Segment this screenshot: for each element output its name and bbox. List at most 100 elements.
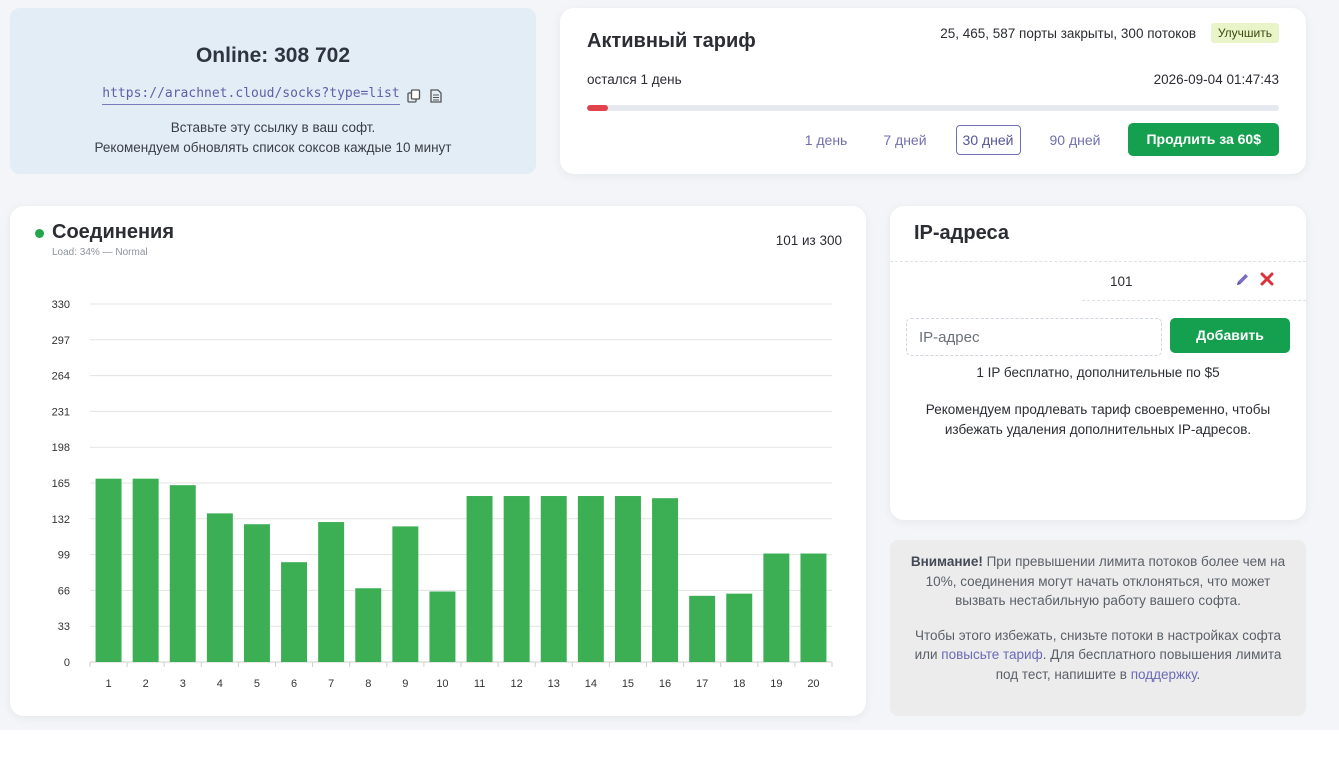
x-tick-label: 18: [733, 678, 745, 690]
warning-text-2-mid: . Для бесплатного повышения лимита под т…: [995, 647, 1282, 682]
online-card: Online: 308 702 https://arachnet.cloud/s…: [10, 8, 536, 174]
chart-bar[interactable]: [689, 595, 716, 662]
ip-address-input[interactable]: [906, 318, 1162, 356]
ip-list-divider: [890, 261, 1306, 262]
warning-text-2-pre: Чтобы этого избежать, снизьте потоки в н…: [914, 627, 1282, 663]
online-count-title: Online: 308 702: [195, 44, 351, 67]
y-tick-label: 165: [52, 478, 70, 490]
connections-load-subtitle: Load: 34% — Normal: [52, 247, 148, 258]
x-tick-label: 3: [180, 678, 186, 690]
period-option-7-days[interactable]: 7 дней: [883, 131, 927, 148]
thread-limit-warning: Внимание! При превышении лимита потоков …: [890, 540, 1306, 716]
connections-count: 101 из 300: [775, 233, 842, 248]
x-tick-label: 7: [328, 678, 334, 690]
x-tick-label: 19: [770, 678, 782, 690]
y-tick-label: 0: [64, 657, 70, 669]
connections-card: Соединения Load: 34% — Normal 101 из 300…: [10, 206, 866, 716]
tariff-progress-fill: [587, 105, 608, 111]
chart-bar[interactable]: [763, 553, 790, 662]
y-tick-label: 66: [58, 585, 70, 597]
x-tick-label: 1: [105, 678, 111, 690]
y-tick-label: 330: [52, 299, 70, 311]
x-tick-label: 5: [254, 678, 260, 690]
ip-list-item-value: 101: [1110, 274, 1133, 289]
document-icon[interactable]: [428, 88, 444, 104]
x-tick-label: 16: [659, 678, 671, 690]
x-tick-label: 2: [143, 678, 149, 690]
warning-text-2-post: .: [1196, 666, 1201, 682]
x-tick-label: 14: [585, 678, 597, 690]
period-option-30-days[interactable]: 30 дней: [955, 124, 1021, 155]
x-tick-label: 13: [548, 678, 560, 690]
x-tick-label: 11: [474, 678, 485, 690]
x-tick-label: 8: [365, 678, 371, 690]
chart-bar[interactable]: [466, 496, 493, 662]
extend-tariff-button[interactable]: Продлить за 60$: [1128, 123, 1279, 156]
ip-pricing-note: 1 IP бесплатно, дополнительные по $5: [976, 365, 1220, 380]
chart-bar[interactable]: [206, 513, 233, 662]
y-tick-label: 99: [58, 550, 70, 562]
add-ip-button[interactable]: Добавить: [1170, 318, 1290, 353]
warning-paragraph-1: Внимание! При превышении лимита потоков …: [908, 552, 1288, 611]
x-tick-label: 12: [511, 678, 523, 690]
warning-label: Внимание!: [910, 554, 983, 569]
ip-renewal-recommendation: Рекомендуем продлевать тариф своевременн…: [925, 402, 1271, 437]
tariff-remaining: остался 1 день: [587, 72, 682, 87]
chart-bar[interactable]: [95, 478, 122, 662]
y-tick-label: 264: [52, 371, 70, 383]
tariff-card: Активный тариф 25, 465, 587 порты закрыт…: [560, 8, 1306, 174]
chart-bar[interactable]: [503, 496, 530, 662]
tariff-progress-bar: [587, 105, 1279, 111]
chart-bar[interactable]: [243, 524, 270, 662]
chart-bar[interactable]: [392, 526, 419, 662]
chart-bar[interactable]: [132, 478, 159, 662]
chart-bar[interactable]: [540, 496, 567, 662]
status-dot-icon: [35, 229, 44, 238]
chart-bar[interactable]: [652, 498, 679, 662]
x-tick-label: 9: [402, 678, 408, 690]
x-tick-label: 17: [696, 678, 708, 690]
socks-link-row: https://arachnet.cloud/socks?type=list: [10, 86, 536, 105]
online-hint: Вставьте эту ссылку в ваш софт. Рекоменд…: [10, 118, 536, 158]
x-tick-label: 20: [807, 678, 819, 690]
copy-icon[interactable]: [406, 88, 422, 104]
ip-addresses-title: IP-адреса: [914, 222, 1009, 244]
chart-bar[interactable]: [726, 593, 753, 662]
ip-addresses-card: IP-адреса 101 Добавить 1 IP бесплатно, д…: [890, 206, 1306, 520]
upgrade-tariff-link[interactable]: повысьте тариф: [941, 647, 1043, 662]
online-hint-line2: Рекомендуем обновлять список соксов кажд…: [94, 140, 452, 155]
y-tick-label: 231: [52, 406, 70, 418]
tariff-expiry-date: 2026-09-04 01:47:43: [1153, 72, 1279, 87]
connections-title: Соединения: [52, 221, 175, 243]
period-selector: 1 день 7 дней 30 дней 90 дней Продлить з…: [787, 123, 1279, 156]
tariff-ports-info: 25, 465, 587 порты закрыты, 300 потоков: [940, 26, 1196, 41]
period-option-1-day[interactable]: 1 день: [804, 131, 848, 148]
socks-list-link[interactable]: https://arachnet.cloud/socks?type=list: [102, 86, 400, 105]
chart-bar[interactable]: [577, 496, 604, 662]
tariff-title: Активный тариф: [587, 30, 756, 52]
period-option-90-days[interactable]: 90 дней: [1049, 131, 1101, 148]
warning-text-1: При превышении лимита потоков более чем …: [925, 554, 1286, 608]
upgrade-button[interactable]: Улучшить: [1210, 23, 1279, 43]
warning-paragraph-2: Чтобы этого избежать, снизьте потоки в н…: [908, 626, 1288, 685]
x-tick-label: 6: [291, 678, 297, 690]
chart-bar[interactable]: [169, 485, 196, 662]
delete-icon[interactable]: [1260, 272, 1274, 291]
chart-bar[interactable]: [281, 562, 308, 662]
chart-bar[interactable]: [318, 522, 345, 662]
chart-bar[interactable]: [429, 591, 456, 662]
chart-bar[interactable]: [355, 588, 382, 662]
y-tick-label: 33: [58, 621, 70, 633]
x-tick-label: 15: [622, 678, 634, 690]
y-tick-label: 132: [52, 514, 70, 526]
support-link[interactable]: поддержку: [1130, 666, 1197, 682]
chart-bar[interactable]: [614, 496, 641, 662]
chart-bar[interactable]: [800, 553, 827, 662]
x-tick-label: 10: [436, 678, 448, 690]
online-hint-line1: Вставьте эту ссылку в ваш софт.: [170, 120, 376, 135]
ip-list-item: 101: [1082, 263, 1306, 301]
y-tick-label: 297: [52, 335, 70, 347]
y-tick-label: 198: [52, 442, 70, 454]
pencil-icon[interactable]: [1235, 272, 1250, 292]
